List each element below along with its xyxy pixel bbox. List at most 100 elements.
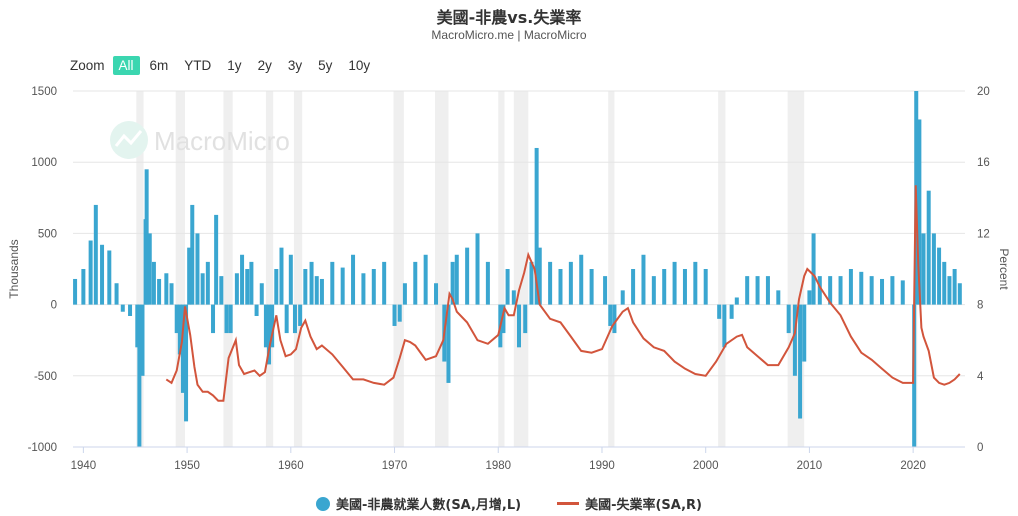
range-10y-button[interactable]: 10y — [348, 58, 371, 73]
x-tick-label: 1970 — [382, 460, 408, 472]
nfp-bar — [802, 304, 807, 362]
y-axis-right-label: Percent — [997, 248, 1011, 290]
nfp-bar — [603, 276, 608, 305]
nfp-bar — [298, 304, 303, 326]
range-6m-button[interactable]: 6m — [149, 58, 169, 73]
nfp-bar — [517, 304, 521, 348]
nfp-bar — [568, 261, 573, 305]
recession-band — [718, 91, 726, 447]
nfp-bar — [319, 278, 324, 305]
nfp-bar — [190, 204, 195, 305]
range-all-button[interactable]: All — [112, 56, 140, 75]
nfp-bar — [838, 276, 843, 305]
range-1y-button[interactable]: 1y — [227, 58, 242, 73]
nfp-bar — [288, 254, 293, 305]
nfp-bar — [501, 304, 506, 334]
nfp-bar — [128, 304, 133, 316]
nfp-bar — [169, 283, 174, 305]
nfp-bar — [537, 247, 542, 305]
nfp-bar — [120, 304, 125, 312]
nfp-bar — [228, 304, 233, 334]
nfp-bar — [682, 269, 687, 305]
nfp-bar — [254, 304, 259, 316]
y-right-tick-label: 4 — [977, 371, 984, 383]
nfp-bar — [631, 269, 636, 305]
nfp-bar — [263, 304, 268, 348]
x-tick-label: 2020 — [900, 460, 926, 472]
legend-item-nfp[interactable]: 美國-非農就業人數(SA,月增,L) — [315, 494, 521, 513]
nfp-bar — [137, 304, 142, 447]
y-right-tick-label: 12 — [977, 228, 990, 240]
nfp-bar — [641, 254, 646, 305]
nfp-bar — [174, 304, 179, 334]
unemployment-line — [165, 185, 961, 402]
range-3y-button[interactable]: 3y — [287, 58, 303, 73]
nfp-bar — [942, 261, 947, 305]
nfp-bar — [798, 304, 803, 419]
nfp-bar — [729, 304, 734, 319]
nfp-bar — [151, 261, 156, 305]
nfp-bar — [608, 304, 613, 326]
recession-band — [265, 91, 274, 447]
nfp-bar — [722, 304, 727, 348]
nfp-bar — [402, 283, 407, 305]
nfp-bar — [589, 269, 594, 305]
nfp-bar — [195, 233, 200, 305]
nfp-bar — [382, 261, 387, 305]
nfp-bar — [579, 254, 584, 305]
nfp-bar — [662, 269, 667, 305]
recession-band — [293, 91, 303, 447]
nfp-bar — [534, 147, 539, 305]
nfp-bar — [284, 304, 289, 334]
recession-band — [175, 91, 186, 447]
nfp-bar — [423, 254, 428, 305]
nfp-bars — [73, 91, 962, 447]
nfp-bar — [397, 304, 402, 322]
nfp-bar — [107, 250, 112, 305]
nfp-bar — [88, 240, 93, 305]
nfp-bar — [811, 233, 816, 305]
nfp-bar — [309, 261, 314, 305]
x-tick-label: 1960 — [278, 460, 304, 472]
nfp-bar — [205, 261, 210, 305]
nfp-bar — [880, 278, 885, 305]
y-left-tick-label: -500 — [34, 371, 57, 383]
nfp-bar — [693, 261, 698, 305]
nfp-bar — [274, 269, 279, 305]
nfp-bar — [135, 304, 140, 348]
nfp-bar — [926, 190, 931, 305]
nfp-bar — [523, 304, 528, 334]
nfp-bar — [249, 261, 254, 305]
y-right-tick-label: 16 — [977, 157, 990, 169]
legend-item-unemployment[interactable]: 美國-失業率(SA,R) — [557, 494, 702, 513]
nfp-bar — [434, 283, 439, 305]
nfp-bar — [314, 276, 319, 305]
nfp-bar — [361, 273, 366, 305]
range-5y-button[interactable]: 5y — [318, 58, 333, 73]
nfp-bar — [245, 269, 250, 305]
y-left-tick-label: 1500 — [31, 86, 57, 98]
range-ytd-button[interactable]: YTD — [184, 58, 212, 73]
recession-band — [223, 91, 233, 447]
nfp-bar — [211, 304, 216, 334]
x-tick-label: 1950 — [174, 460, 200, 472]
nfp-bar — [100, 244, 105, 305]
nfp-bar — [157, 278, 162, 305]
x-tick-label: 2010 — [797, 460, 823, 472]
nfp-bar — [529, 261, 534, 305]
y-right-tick-label: 20 — [977, 86, 990, 98]
nfp-bar — [807, 290, 812, 305]
nfp-bar — [147, 233, 152, 305]
legend-line-icon — [557, 502, 580, 505]
nfp-bar — [937, 247, 942, 305]
nfp-bar — [917, 119, 922, 305]
nfp-bar — [957, 283, 962, 305]
range-2y-button[interactable]: 2y — [257, 58, 272, 73]
nfp-bar — [392, 304, 397, 326]
nfp-bar — [548, 261, 553, 305]
nfp-bar — [180, 304, 185, 393]
range-selector: Zoom All 6m YTD 1y 2y 3y 5y 10y — [70, 56, 380, 75]
x-tick-label: 1980 — [485, 460, 511, 472]
nfp-bar — [330, 261, 335, 305]
nfp-bar — [454, 254, 459, 305]
